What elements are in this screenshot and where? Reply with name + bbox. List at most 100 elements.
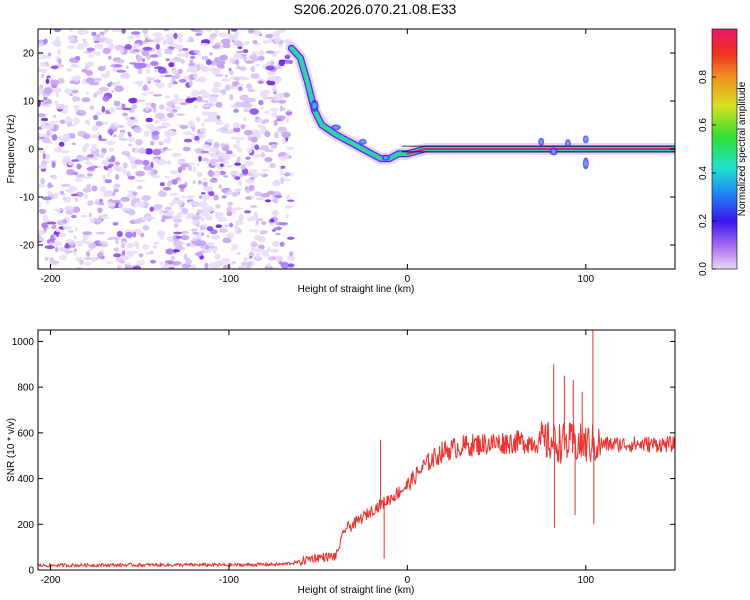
noise-blob	[132, 265, 142, 269]
noise-blob	[260, 193, 270, 198]
noise-blob	[225, 150, 233, 155]
noise-blob	[115, 107, 124, 110]
noise-blob	[259, 145, 270, 151]
noise-blob	[250, 241, 258, 248]
noise-blob	[53, 29, 62, 33]
noise-blob	[199, 211, 210, 217]
snr-frame	[37, 329, 676, 571]
noise-blob	[247, 97, 256, 103]
noise-blob	[247, 147, 253, 154]
noise-blob	[71, 142, 77, 146]
noise-blob	[95, 231, 106, 235]
noise-blob	[38, 113, 47, 117]
noise-blob	[173, 223, 179, 229]
noise-blob	[270, 248, 280, 253]
noise-blob	[113, 253, 121, 258]
noise-blob	[214, 29, 219, 35]
noise-blob	[53, 192, 59, 199]
noise-blob	[287, 199, 295, 202]
noise-blob	[45, 78, 50, 85]
noise-blob	[218, 184, 223, 190]
noise-blob	[58, 232, 67, 237]
track-blob-core	[551, 149, 556, 154]
noise-blob	[131, 104, 138, 110]
noise-blob	[264, 157, 273, 163]
noise-blob	[111, 89, 115, 93]
noise-blob	[171, 69, 178, 74]
noise-blob	[167, 181, 172, 188]
noise-blob	[86, 154, 95, 158]
noise-blob	[261, 221, 267, 225]
noise-blob	[90, 150, 100, 155]
noise-blob	[151, 127, 162, 131]
noise-blob	[133, 126, 142, 133]
noise-blob	[265, 96, 276, 100]
noise-blob	[192, 29, 202, 33]
noise-blob	[112, 221, 119, 226]
noise-blob	[193, 49, 201, 54]
noise-blob	[102, 190, 110, 198]
noise-blob	[240, 164, 247, 170]
noise-blob	[188, 74, 196, 81]
noise-blob	[132, 231, 137, 238]
noise-blob	[183, 138, 193, 143]
noise-blob	[58, 58, 62, 65]
noise-blob	[46, 201, 50, 205]
noise-blob	[180, 59, 186, 64]
noise-blob	[114, 64, 123, 68]
noise-blob	[106, 140, 116, 146]
noise-blob	[114, 85, 124, 92]
noise-blob	[177, 68, 183, 74]
noise-blob	[152, 157, 160, 162]
noise-blob	[131, 162, 137, 169]
noise-blob	[257, 50, 265, 56]
noise-blob	[140, 259, 145, 265]
noise-blob	[151, 130, 160, 136]
noise-blob	[208, 111, 219, 116]
noise-blob	[128, 143, 133, 147]
noise-blob	[171, 152, 182, 157]
noise-blob	[281, 131, 291, 138]
snr-x-label: Height of straight line (km)	[298, 585, 415, 596]
noise-blob	[141, 50, 150, 57]
snr-y-label: SNR (10 * v/v)	[6, 418, 17, 482]
noise-blob	[159, 261, 164, 266]
noise-blob	[59, 190, 65, 195]
y-tick-label: -20	[20, 241, 35, 252]
noise-blob	[146, 123, 155, 130]
noise-blob	[113, 100, 121, 107]
noise-blob	[260, 152, 266, 158]
noise-blob	[51, 176, 58, 180]
noise-blob	[209, 33, 218, 38]
noise-blob	[264, 199, 272, 203]
noise-blob	[243, 41, 250, 46]
noise-blob	[147, 91, 155, 95]
noise-blob	[161, 122, 171, 127]
noise-blob	[179, 158, 186, 162]
noise-blob	[236, 137, 246, 140]
noise-blob	[99, 31, 105, 36]
noise-blob	[138, 48, 144, 53]
noise-blob	[47, 182, 53, 189]
noise-blob	[41, 160, 47, 167]
noise-blob	[226, 164, 234, 168]
noise-blob	[220, 78, 231, 82]
noise-blob	[209, 158, 218, 164]
noise-blob	[69, 93, 73, 96]
noise-blob	[178, 79, 187, 83]
noise-blob	[220, 38, 231, 45]
noise-blob	[243, 103, 253, 108]
noise-blob	[236, 147, 243, 153]
noise-blob	[197, 180, 202, 185]
noise-blob	[229, 70, 234, 76]
noise-blob	[287, 263, 295, 268]
noise-blob	[257, 124, 264, 128]
noise-blob	[279, 105, 284, 112]
noise-blob	[285, 110, 293, 116]
noise-blob	[141, 92, 148, 96]
noise-blob	[73, 59, 79, 64]
colorbar-tick-label: 0.6	[698, 118, 709, 132]
noise-blob	[87, 248, 93, 252]
noise-blob	[269, 162, 276, 169]
